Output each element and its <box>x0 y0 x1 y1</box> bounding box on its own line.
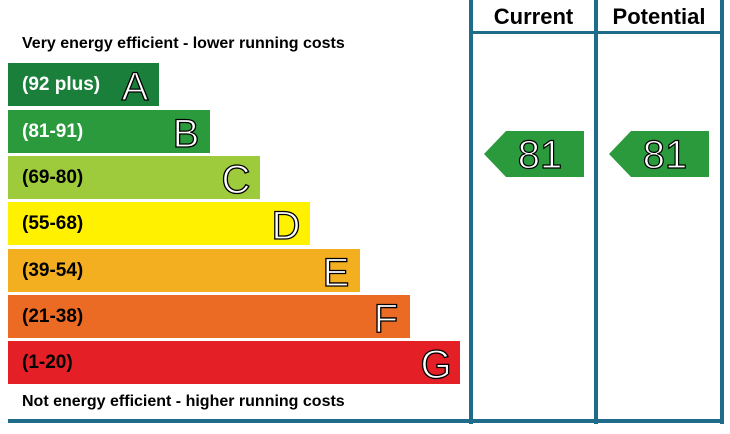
header-divider <box>469 31 724 34</box>
band-range-label: (39-54) <box>22 260 84 281</box>
current-header: Current <box>493 4 574 29</box>
current-rating-value: 81 <box>518 133 563 177</box>
current-arrow-shape <box>484 131 584 177</box>
band-range-label: (55-68) <box>22 213 84 234</box>
band-g: (1-20) G <box>8 341 460 384</box>
band-range-label: (69-80) <box>22 167 84 188</box>
current-column-left-border <box>469 0 473 424</box>
potential-arrow-shape <box>609 131 709 177</box>
band-range-label: (92 plus) <box>22 74 101 95</box>
potential-header: Potential <box>612 4 706 29</box>
bottom-caption: Not energy efficient - higher running co… <box>22 393 345 410</box>
band-c: (69-80) C <box>8 156 260 199</box>
current-rating-arrow: 81 <box>484 131 584 177</box>
band-letter-text: F <box>374 297 398 338</box>
band-letter: D <box>271 203 301 245</box>
band-letter-text: C <box>222 158 251 199</box>
band-a: (92 plus) A <box>8 63 159 106</box>
band-letter-text: D <box>272 204 301 245</box>
band-d: (55-68) D <box>8 202 310 245</box>
band-letter-text: B <box>173 112 200 153</box>
band-letter-text: G <box>420 343 451 384</box>
band-letter-text: E <box>323 251 350 292</box>
band-letter: F <box>373 296 399 338</box>
band-letter: B <box>172 111 200 153</box>
top-caption: Very energy efficient - lower running co… <box>22 35 345 52</box>
band-range-label: (81-91) <box>22 121 84 142</box>
band-letter: E <box>322 250 350 292</box>
band-letter: G <box>420 342 452 384</box>
band-letter: A <box>121 64 149 106</box>
band-letter: C <box>221 157 251 199</box>
band-f: (21-38) F <box>8 295 410 338</box>
band-e: (39-54) E <box>8 249 360 292</box>
potential-column-right-border <box>720 0 724 424</box>
band-range-label: (21-38) <box>22 306 84 327</box>
bottom-border <box>8 419 724 423</box>
current-column-right-border <box>594 0 598 424</box>
potential-rating-arrow: 81 <box>609 131 709 177</box>
potential-rating-value: 81 <box>643 133 688 177</box>
band-range-label: (1-20) <box>22 352 73 373</box>
band-letter-text: A <box>122 65 149 106</box>
band-b: (81-91) B <box>8 110 210 153</box>
